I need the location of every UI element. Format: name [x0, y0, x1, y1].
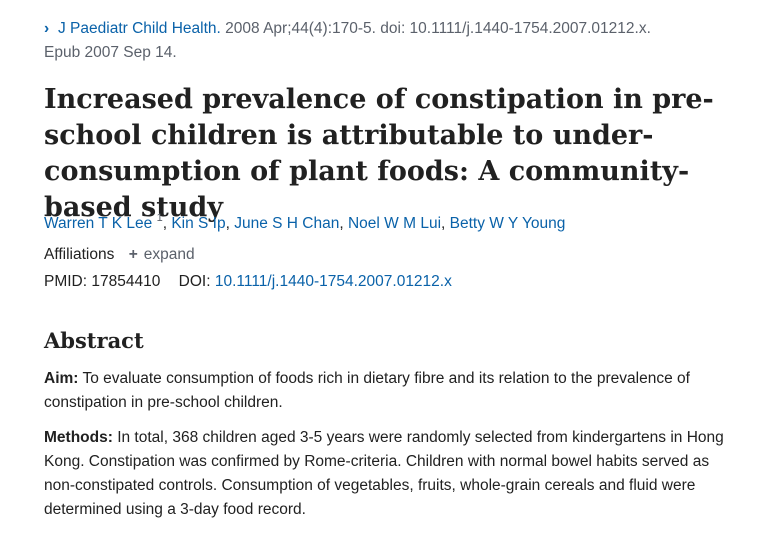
author-link[interactable]: Noel W M Lui: [347, 215, 442, 233]
abstract-heading: Abstract: [44, 328, 144, 353]
doi-link[interactable]: 10.1111/j.1440-1754.2007.01212.x: [214, 273, 452, 290]
author-link[interactable]: Betty W Y Young: [449, 215, 566, 233]
plus-icon: +: [128, 246, 138, 263]
affiliations-row: Affiliations + expand: [44, 243, 195, 267]
pmid-value: 17854410: [91, 273, 161, 290]
author-link[interactable]: Warren T K Lee: [44, 215, 153, 233]
journal-link[interactable]: › J Paediatr Child Health.: [44, 20, 221, 37]
author-link[interactable]: Kin S Ip: [171, 215, 226, 233]
identifiers: PMID: 17854410 DOI: 10.1111/j.1440-1754.…: [44, 270, 452, 294]
epub-date: Epub 2007 Sep 14.: [44, 44, 177, 61]
expand-label: expand: [143, 246, 195, 263]
author-list: Warren T K Lee 1, Kin S Ip, June S H Cha…: [44, 212, 566, 233]
pmid-label: PMID:: [44, 273, 88, 290]
citation: › J Paediatr Child Health. 2008 Apr;44(4)…: [44, 17, 744, 65]
affiliations-label: Affiliations: [44, 246, 115, 263]
affiliation-ref[interactable]: 1: [156, 212, 163, 224]
affiliations-expand-button[interactable]: + expand: [129, 246, 195, 263]
author-link[interactable]: June S H Chan: [234, 215, 340, 233]
chevron-right-icon: ›: [44, 20, 50, 37]
abstract-methods: Methods: In total, 368 children aged 3-5…: [44, 426, 744, 522]
methods-text: In total, 368 children aged 3-5 years we…: [44, 429, 724, 518]
article-title: Increased prevalence of constipation in …: [44, 84, 714, 223]
aim-text: To evaluate consumption of foods rich in…: [44, 370, 690, 411]
citation-details: 2008 Apr;44(4):170-5. doi: 10.1111/j.144…: [225, 20, 651, 37]
methods-label: Methods:: [44, 429, 113, 446]
doi-label: DOI:: [178, 273, 211, 290]
abstract-aim: Aim: To evaluate consumption of foods ri…: [44, 367, 744, 415]
aim-label: Aim:: [44, 370, 79, 387]
journal-name: J Paediatr Child Health.: [58, 20, 221, 37]
